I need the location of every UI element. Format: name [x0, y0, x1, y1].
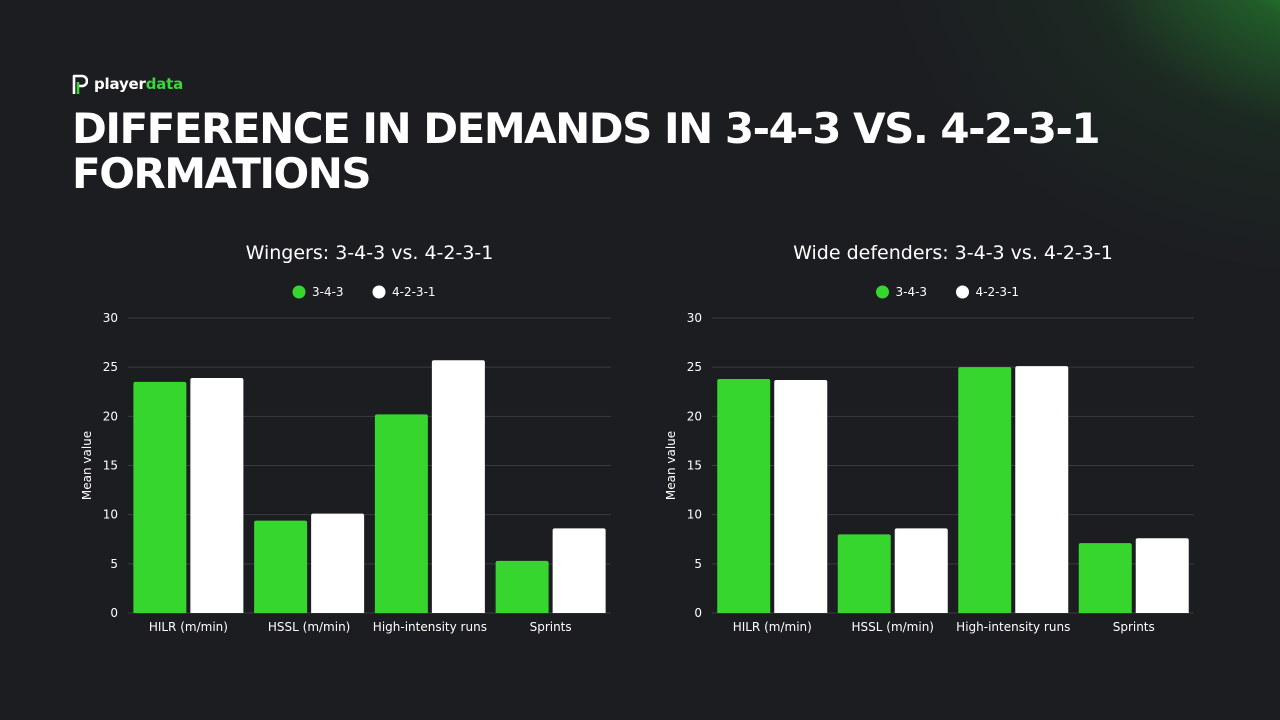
legend-swatch: [292, 285, 306, 299]
bar-3-4-3: [133, 381, 187, 613]
bar-4-2-3-1: [431, 360, 485, 613]
bar-3-4-3: [717, 378, 771, 613]
y-axis-label: Mean value: [80, 431, 94, 500]
bar-4-2-3-1: [774, 379, 828, 613]
bar-4-2-3-1: [894, 528, 948, 613]
legend-item: 4-2-3-1: [372, 285, 436, 299]
legend-item: 3-4-3: [876, 285, 927, 299]
y-tick-label: 30: [103, 311, 118, 325]
bar-4-2-3-1: [311, 513, 365, 613]
y-tick-label: 25: [103, 360, 118, 374]
x-category-label: Sprints: [1113, 620, 1155, 634]
y-tick-label: 0: [110, 606, 118, 620]
x-category-label: Sprints: [530, 620, 572, 634]
y-tick-label: 30: [687, 311, 702, 325]
legend-label: 3-4-3: [312, 285, 344, 299]
y-tick-label: 0: [694, 606, 702, 620]
playerdata-logo-icon: [72, 74, 88, 94]
legend-label: 4-2-3-1: [976, 285, 1020, 299]
y-tick-label: 15: [103, 459, 118, 473]
x-category-label: HILR (m/min): [149, 620, 228, 634]
y-tick-label: 10: [103, 508, 118, 522]
chart-title: Wide defenders: 3-4-3 vs. 4-2-3-1: [793, 242, 1113, 264]
brand-name-part1: player: [94, 75, 146, 93]
x-category-label: HSSL (m/min): [268, 620, 350, 634]
page-title-line2: FORMATIONS: [72, 149, 372, 198]
legend-swatch: [372, 285, 386, 299]
legend-label: 3-4-3: [896, 285, 928, 299]
legend-swatch: [956, 285, 969, 299]
bar-4-2-3-1: [1015, 366, 1069, 613]
y-tick-label: 15: [687, 459, 702, 473]
bar-4-2-3-1: [1135, 538, 1189, 613]
y-tick-label: 5: [694, 557, 702, 571]
x-category-label: HSSL (m/min): [852, 620, 934, 634]
y-tick-label: 20: [103, 409, 118, 423]
bar-3-4-3: [495, 560, 549, 613]
chart-2: Wide defenders: 3-4-3 vs. 4-2-3-1 3-4-3 4-…: [664, 242, 1194, 634]
legend-label: 4-2-3-1: [392, 285, 436, 299]
y-tick-label: 5: [110, 557, 118, 571]
page-title-line1: DIFFERENCE IN DEMANDS IN 3-4-3 VS. 4-2-3…: [72, 104, 1101, 153]
brand-name: playerdata: [94, 75, 183, 93]
bar-3-4-3: [958, 367, 1012, 613]
legend-swatch: [876, 285, 889, 299]
bar-3-4-3: [1078, 543, 1132, 613]
chart-title: Wingers: 3-4-3 vs. 4-2-3-1: [246, 242, 494, 264]
x-category-label: High-intensity runs: [956, 620, 1070, 634]
y-tick-label: 25: [687, 360, 702, 374]
bar-3-4-3: [374, 414, 428, 613]
bar-3-4-3: [254, 520, 308, 613]
y-tick-label: 10: [687, 508, 702, 522]
bar-4-2-3-1: [190, 377, 244, 613]
x-category-label: High-intensity runs: [373, 620, 487, 634]
bar-3-4-3: [837, 534, 891, 613]
chart-1: Wingers: 3-4-3 vs. 4-2-3-1 3-4-3 4-2-3-1 0 5…: [80, 242, 611, 634]
x-category-label: HILR (m/min): [733, 620, 812, 634]
page-title: DIFFERENCE IN DEMANDS IN 3-4-3 VS. 4-2-3…: [72, 106, 1192, 196]
y-tick-label: 20: [687, 409, 702, 423]
brand-name-part2: data: [145, 75, 184, 93]
brand-logo: playerdata: [72, 72, 183, 96]
legend-item: 4-2-3-1: [956, 285, 1019, 299]
bar-4-2-3-1: [552, 528, 606, 613]
legend-item: 3-4-3: [292, 285, 344, 299]
y-axis-label: Mean value: [664, 431, 678, 500]
